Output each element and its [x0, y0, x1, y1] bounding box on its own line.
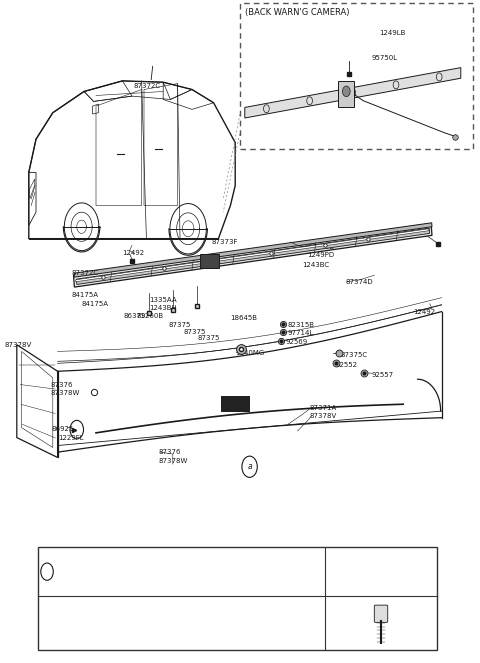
Text: 87376: 87376	[50, 381, 73, 388]
Text: a: a	[45, 569, 49, 575]
Text: 87375: 87375	[198, 335, 220, 341]
Circle shape	[343, 86, 350, 97]
Text: 87378V: 87378V	[310, 413, 337, 420]
Text: 95750L: 95750L	[372, 55, 398, 62]
Polygon shape	[76, 228, 430, 284]
Text: 87375: 87375	[183, 328, 206, 335]
Text: 84156B: 84156B	[307, 243, 334, 250]
Polygon shape	[245, 68, 461, 118]
Polygon shape	[74, 223, 432, 277]
Text: 1140MG: 1140MG	[235, 349, 264, 356]
Polygon shape	[76, 229, 429, 282]
Text: 92569: 92569	[286, 339, 308, 345]
Text: 1243BH: 1243BH	[149, 305, 177, 312]
Text: 12492: 12492	[413, 308, 435, 315]
Text: 12492: 12492	[122, 250, 144, 257]
FancyBboxPatch shape	[374, 605, 388, 623]
Text: 87371A: 87371A	[310, 404, 337, 411]
Text: 1229FL: 1229FL	[59, 434, 84, 441]
Text: 81260B: 81260B	[137, 313, 164, 320]
Text: 86925: 86925	[51, 426, 73, 432]
Text: 1243BC: 1243BC	[302, 262, 330, 269]
FancyBboxPatch shape	[338, 81, 354, 107]
Text: 87375: 87375	[169, 322, 192, 328]
Text: 87373F: 87373F	[211, 239, 238, 245]
Text: 18645B: 18645B	[230, 315, 257, 322]
Text: 84175A: 84175A	[71, 292, 98, 298]
Text: 87372C: 87372C	[133, 83, 161, 90]
Text: 87372C: 87372C	[71, 270, 98, 276]
Text: 87376: 87376	[158, 449, 181, 455]
Text: 87378W: 87378W	[158, 457, 188, 464]
Text: a: a	[247, 462, 252, 471]
Text: GENESIS 5.0: GENESIS 5.0	[167, 615, 293, 632]
Text: 87378W: 87378W	[50, 390, 80, 396]
Text: 92557: 92557	[372, 371, 394, 378]
FancyBboxPatch shape	[200, 255, 219, 268]
Text: 84175A: 84175A	[82, 300, 108, 307]
Text: 1249PD: 1249PD	[307, 252, 335, 259]
Text: 87378V: 87378V	[5, 341, 32, 348]
Text: 1335AA: 1335AA	[149, 296, 177, 303]
Text: 92552: 92552	[336, 361, 358, 368]
Text: 87375C: 87375C	[341, 352, 368, 359]
Polygon shape	[73, 223, 432, 287]
FancyBboxPatch shape	[240, 3, 473, 149]
Text: 86337N: 86337N	[179, 567, 214, 576]
Text: 97714L: 97714L	[288, 330, 314, 337]
Text: 86379: 86379	[124, 313, 146, 320]
Text: (BACK WARN'G CAMERA): (BACK WARN'G CAMERA)	[245, 8, 349, 17]
Text: 82315B: 82315B	[288, 322, 315, 328]
Text: 1221AD: 1221AD	[363, 567, 399, 576]
FancyBboxPatch shape	[38, 547, 437, 650]
Text: 1249LB: 1249LB	[379, 30, 406, 36]
FancyBboxPatch shape	[221, 396, 250, 412]
Text: 87374D: 87374D	[346, 278, 373, 285]
